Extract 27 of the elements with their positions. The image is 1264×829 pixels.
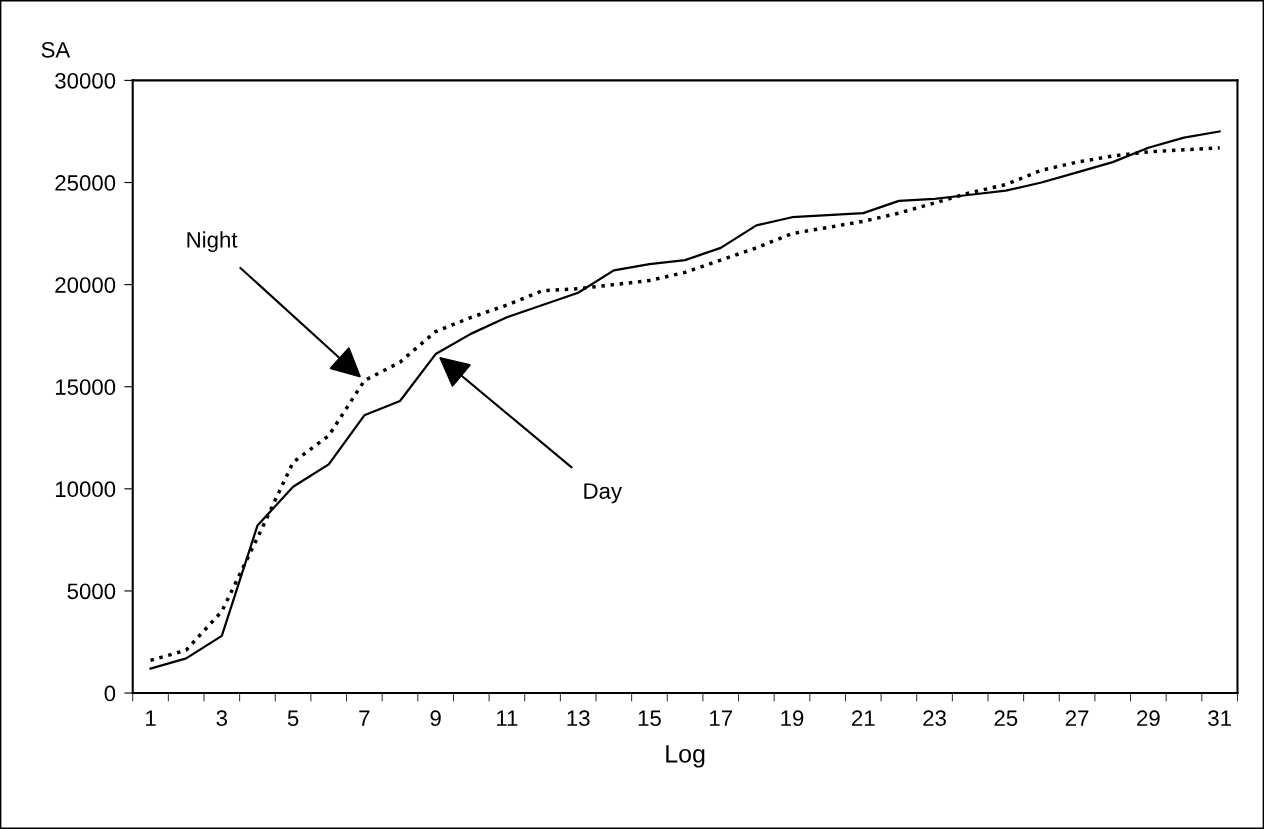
y-tick-label: 15000 [55,379,116,395]
annotation: Night [187,231,238,253]
y-tick-label: 25000 [55,175,116,191]
x-tick-label: 5 [287,710,299,727]
x-tick-label: 13 [567,710,590,727]
x-tick-label: 3 [216,710,228,727]
x-tick-label: 7 [359,710,370,726]
y-tick-label: 5000 [67,583,116,600]
x-axis-title: Log [666,745,705,768]
x-tick-label: 11 [497,710,518,726]
annotation: Day [584,483,623,504]
x-tick-label: 17 [710,710,732,726]
x-tick-label: 29 [1137,710,1160,727]
y-tick-label: 30000 [55,72,116,89]
x-tick-label: 31 [1208,710,1231,727]
x-tick-label: 25 [994,710,1018,727]
x-tick-label: 27 [1065,710,1089,726]
x-tick-label: 23 [923,710,946,727]
x-tick-label: 9 [430,710,441,727]
x-tick-label: 19 [781,710,804,727]
y-tick-label: 0 [104,685,116,702]
y-axis-title: SA [41,41,71,58]
y-tick-label: 10000 [55,481,116,498]
x-tick-label: 15 [638,710,661,727]
x-tick-label: 1 [146,710,156,726]
x-tick-label: 21 [852,710,875,726]
y-tick-label: 20000 [55,277,116,293]
